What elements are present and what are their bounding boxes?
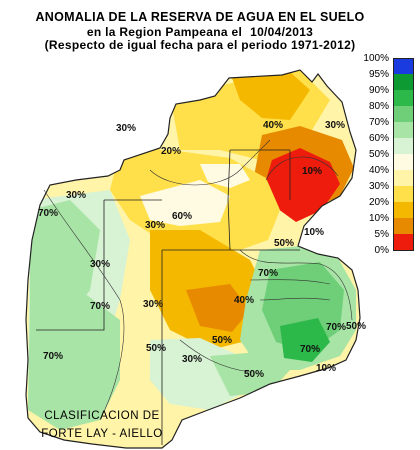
legend-label: 40% (368, 165, 389, 176)
contour-label: 50% (212, 335, 232, 346)
legend-swatch (393, 186, 414, 202)
contour-label: 30% (66, 190, 86, 201)
contour-label: 50% (244, 369, 264, 380)
contour-label: 70% (326, 322, 346, 333)
contour-label: 30% (325, 120, 345, 131)
color-legend: 100% 95% 90% 80% 70% 60% 50% 40% 30% 20%… (360, 53, 420, 256)
legend-swatch (393, 170, 414, 186)
legend-label: 80% (368, 101, 389, 112)
legend-row: 95% (360, 69, 420, 90)
legend-swatch (393, 90, 414, 106)
map-title: ANOMALIA DE LA RESERVA DE AGUA EN EL SUE… (35, 10, 365, 24)
legend-swatch (393, 122, 414, 138)
legend-swatch (393, 74, 414, 90)
reference-period: (Respecto de igual fecha para el periodo… (44, 38, 356, 52)
contour-label: 30% (90, 259, 110, 270)
credit-line-1: CLASIFICACION DE (44, 410, 160, 422)
contour-label: 30% (143, 299, 163, 310)
legend-swatch (393, 234, 414, 250)
legend-label: 30% (368, 181, 389, 192)
credit-line-2: FORTE LAY - AIELLO (41, 428, 163, 440)
legend-row: 90% (360, 85, 420, 106)
map-subtitle: en la Region Pampeana el 10/04/2013 (0, 25, 400, 39)
legend-bottom-line (393, 250, 414, 251)
legend-row: 100% (360, 53, 420, 74)
legend-row: 60% (360, 133, 420, 154)
legend-swatch (393, 138, 414, 154)
legend-row: 40% (360, 165, 420, 186)
contour-label: 30% (116, 123, 136, 134)
legend-label: 5% (374, 229, 389, 240)
contour-lines (43, 139, 353, 421)
legend-label: 60% (368, 133, 389, 144)
legend-swatch (393, 106, 414, 122)
contour-label: 70% (300, 344, 320, 355)
legend-swatch (393, 218, 414, 234)
legend-label: 50% (368, 149, 389, 160)
legend-swatch (393, 202, 414, 218)
contour-label: 70% (90, 301, 110, 312)
contour-label: 10% (302, 166, 322, 177)
legend-label: 20% (368, 197, 389, 208)
contour-label: 50% (346, 321, 366, 332)
contour-label: 20% (161, 146, 181, 157)
legend-swatch (393, 154, 414, 170)
contour-label: 10% (316, 363, 336, 374)
map-date: 10/04/2013 (250, 25, 314, 39)
legend-row: 5% (360, 229, 420, 250)
contour-label: 70% (258, 268, 278, 279)
contour-label: 50% (274, 238, 294, 249)
contour-label: 40% (263, 120, 283, 131)
legend-row: 30% (360, 181, 420, 202)
legend-row: 20% (360, 197, 420, 218)
contour-label: 10% (304, 227, 324, 238)
contour-label: 70% (43, 351, 63, 362)
contour-label: 60% (172, 211, 192, 222)
contour-label: 30% (145, 220, 165, 231)
contour-label: 40% (234, 295, 254, 306)
contour-label: 70% (38, 208, 58, 219)
legend-label: 95% (368, 69, 389, 80)
subtitle-text: en la Region Pampeana el (86, 25, 243, 39)
contour-label-group: 30% 40% 20% 30% 10% 30% 60% 70% 30% 50% … (38, 120, 366, 380)
contour-label: 50% (146, 343, 166, 354)
legend-bottom-label: 0% (374, 245, 389, 256)
legend-swatch (393, 58, 414, 74)
legend-label: 90% (368, 85, 389, 96)
legend-label: 10% (368, 213, 389, 224)
legend-row: 70% (360, 117, 420, 138)
legend-row: 80% (360, 101, 420, 122)
contour-label: 30% (182, 354, 202, 365)
legend-label: 70% (368, 117, 389, 128)
legend-label: 100% (363, 53, 389, 64)
legend-row: 50% (360, 149, 420, 170)
legend-row: 10% (360, 213, 420, 234)
